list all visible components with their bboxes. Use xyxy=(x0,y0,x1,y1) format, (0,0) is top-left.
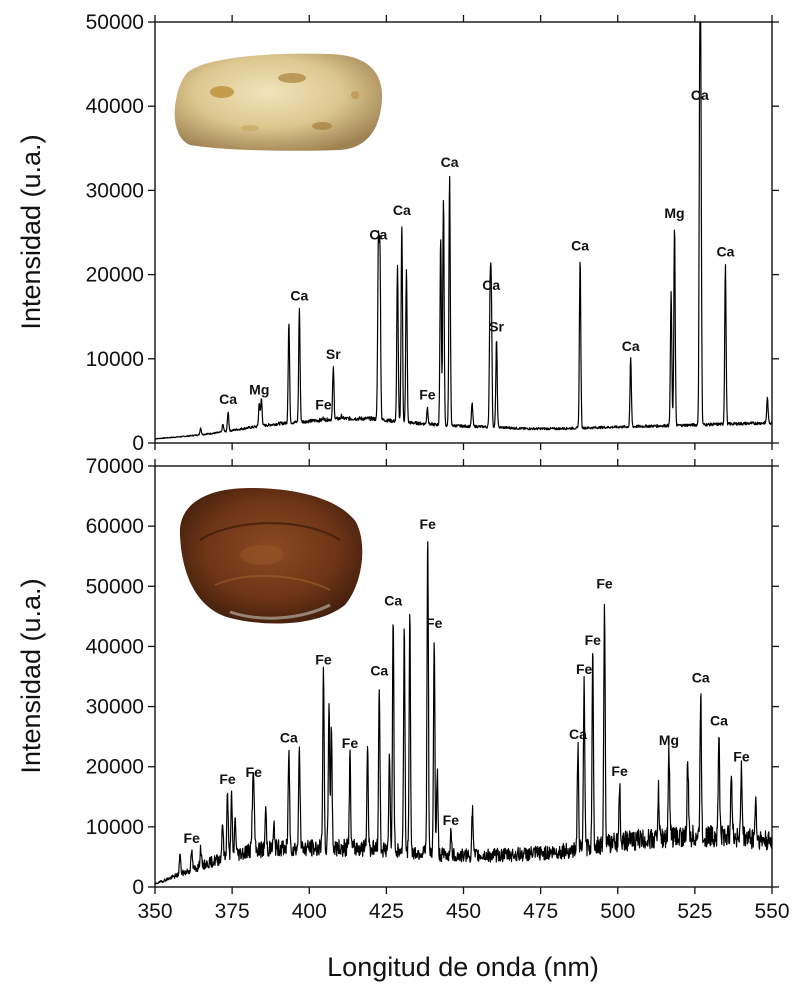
x-tick-label: 425 xyxy=(369,900,404,923)
x-tick-label: 550 xyxy=(754,900,789,923)
peak-label-fe: Fe xyxy=(419,387,436,403)
x-tick-label: 350 xyxy=(137,900,172,923)
peak-label-ca: Ca xyxy=(571,238,589,254)
peak-label-mg: Mg xyxy=(664,205,684,221)
lower-y-axis-title: Intensidad (u.a.) xyxy=(16,578,46,773)
peak-label-fe: Fe xyxy=(733,749,750,765)
peak-label-ca: Ca xyxy=(622,338,640,354)
peak-label-ca: Ca xyxy=(370,663,388,679)
peak-label-fe: Fe xyxy=(219,771,236,787)
lower-y-tick-label: 40000 xyxy=(86,635,144,658)
peak-label-ca: Ca xyxy=(482,277,500,293)
peak-label-sr: Sr xyxy=(489,318,504,334)
peak-label-ca: Ca xyxy=(219,391,237,407)
lower-y-tick-label: 10000 xyxy=(86,816,144,839)
x-axis-title: Longitud de onda (nm) xyxy=(327,952,599,982)
x-tick-label: 400 xyxy=(292,900,327,923)
peak-label-mg: Mg xyxy=(249,382,269,398)
peak-label-fe: Fe xyxy=(420,516,437,532)
peak-label-ca: Ca xyxy=(691,87,709,103)
upper-y-tick-label: 30000 xyxy=(86,179,144,202)
lower-y-tick-label: 0 xyxy=(132,876,144,899)
rust-brown-iron-rich-stone-photo xyxy=(179,488,363,624)
peak-label-ca: Ca xyxy=(710,713,728,729)
lower-y-tick-label: 50000 xyxy=(86,575,144,598)
peak-label-ca: Ca xyxy=(441,154,459,170)
peak-label-ca: Ca xyxy=(280,729,298,745)
peak-label-sr: Sr xyxy=(326,346,341,362)
pale-yellow-calcareous-stone-photo xyxy=(174,53,383,151)
lower-y-tick-label: 30000 xyxy=(86,696,144,719)
peak-label-ca: Ca xyxy=(692,669,710,685)
x-tick-label: 475 xyxy=(523,900,558,923)
peak-label-fe: Fe xyxy=(342,735,359,751)
upper-y-axis-title: Intensidad (u.a.) xyxy=(16,134,46,329)
peak-label-ca: Ca xyxy=(393,202,411,218)
upper-y-tick-label: 10000 xyxy=(86,348,144,371)
peak-label-fe: Fe xyxy=(611,763,628,779)
peak-label-fe: Fe xyxy=(426,615,443,631)
upper-y-tick-label: 20000 xyxy=(86,264,144,287)
lower-spectrum-panel: 0 10000 20000 30000 40000 50000 60000 70000 350… xyxy=(16,455,790,982)
peak-label-fe: Fe xyxy=(585,632,602,648)
upper-y-tick-label: 50000 xyxy=(86,11,144,34)
upper-y-tick-label: 40000 xyxy=(86,95,144,118)
peak-label-fe: Fe xyxy=(315,651,332,667)
lower-y-tick-label: 70000 xyxy=(86,455,144,478)
peak-label-mg: Mg xyxy=(659,732,679,748)
lower-y-tick-label: 20000 xyxy=(86,756,144,779)
peak-label-fe: Fe xyxy=(596,576,613,592)
peak-label-ca: Ca xyxy=(569,726,587,742)
lower-y-tick-label: 60000 xyxy=(86,515,144,538)
lower-spectrum-line xyxy=(154,541,773,885)
x-tick-label: 525 xyxy=(677,900,712,923)
x-tick-label: 450 xyxy=(446,900,481,923)
x-tick-label: 375 xyxy=(215,900,250,923)
x-tick-label: 500 xyxy=(600,900,635,923)
peak-label-fe: Fe xyxy=(184,830,201,846)
peak-label-ca: Ca xyxy=(290,287,308,303)
upper-spectrum-panel: 0 10000 20000 30000 40000 50000 Ca Mg Ca Fe Sr Ca C… xyxy=(16,11,779,455)
peak-label-fe: Fe xyxy=(315,397,332,413)
peak-label-fe: Fe xyxy=(576,661,593,677)
peak-label-ca: Ca xyxy=(369,227,387,243)
upper-y-tick-label: 0 xyxy=(132,432,144,455)
peak-label-fe: Fe xyxy=(246,764,263,780)
peak-label-ca: Ca xyxy=(716,243,734,259)
peak-label-ca: Ca xyxy=(384,592,402,608)
upper-spectrum-line xyxy=(154,21,773,440)
peak-label-fe: Fe xyxy=(443,812,460,828)
